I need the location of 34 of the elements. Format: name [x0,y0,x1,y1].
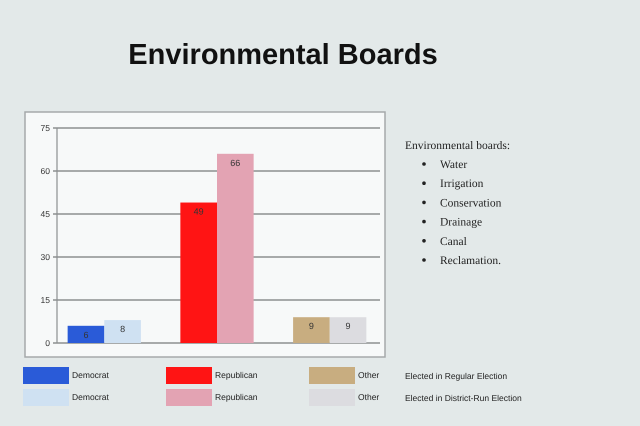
x-tick-label: Democrat [72,370,110,380]
text: Canal [440,236,467,248]
y-tick-label: 0 [45,338,50,348]
text: Drainage [440,216,482,229]
y-tick-label: 45 [40,209,50,219]
y-tick-label: 15 [40,295,50,305]
text: Reclamation. [440,255,502,267]
text: Water [440,159,468,171]
category-label: Democrat [72,392,109,402]
bar [217,154,254,343]
bar [330,317,366,343]
data-label: 9 [308,321,314,332]
text: Elected in District-Run Election [405,393,522,403]
category-label: Republican [215,392,258,402]
bar [293,317,330,343]
bar [104,320,141,343]
data-label: 49 [194,206,204,217]
category-label: Other [358,392,380,402]
text: Environmental boards: [405,140,510,152]
bar [180,202,217,343]
data-label: 9 [346,321,351,332]
x-tick-label: Other [358,370,380,380]
data-label: 6 [83,330,88,340]
text: Irrigation [440,178,484,190]
data-label: 8 [120,324,126,334]
y-tick-label: 60 [40,166,50,176]
x-tick-label: Republican [215,370,258,380]
y-tick-label: 30 [40,252,50,262]
chart-title: Environmental Boards [128,39,438,71]
data-label: 66 [230,158,240,168]
text: Conservation [440,197,502,210]
text: Elected in Regular Election [405,371,508,381]
bar [68,326,104,343]
y-tick-label: 75 [40,123,50,133]
